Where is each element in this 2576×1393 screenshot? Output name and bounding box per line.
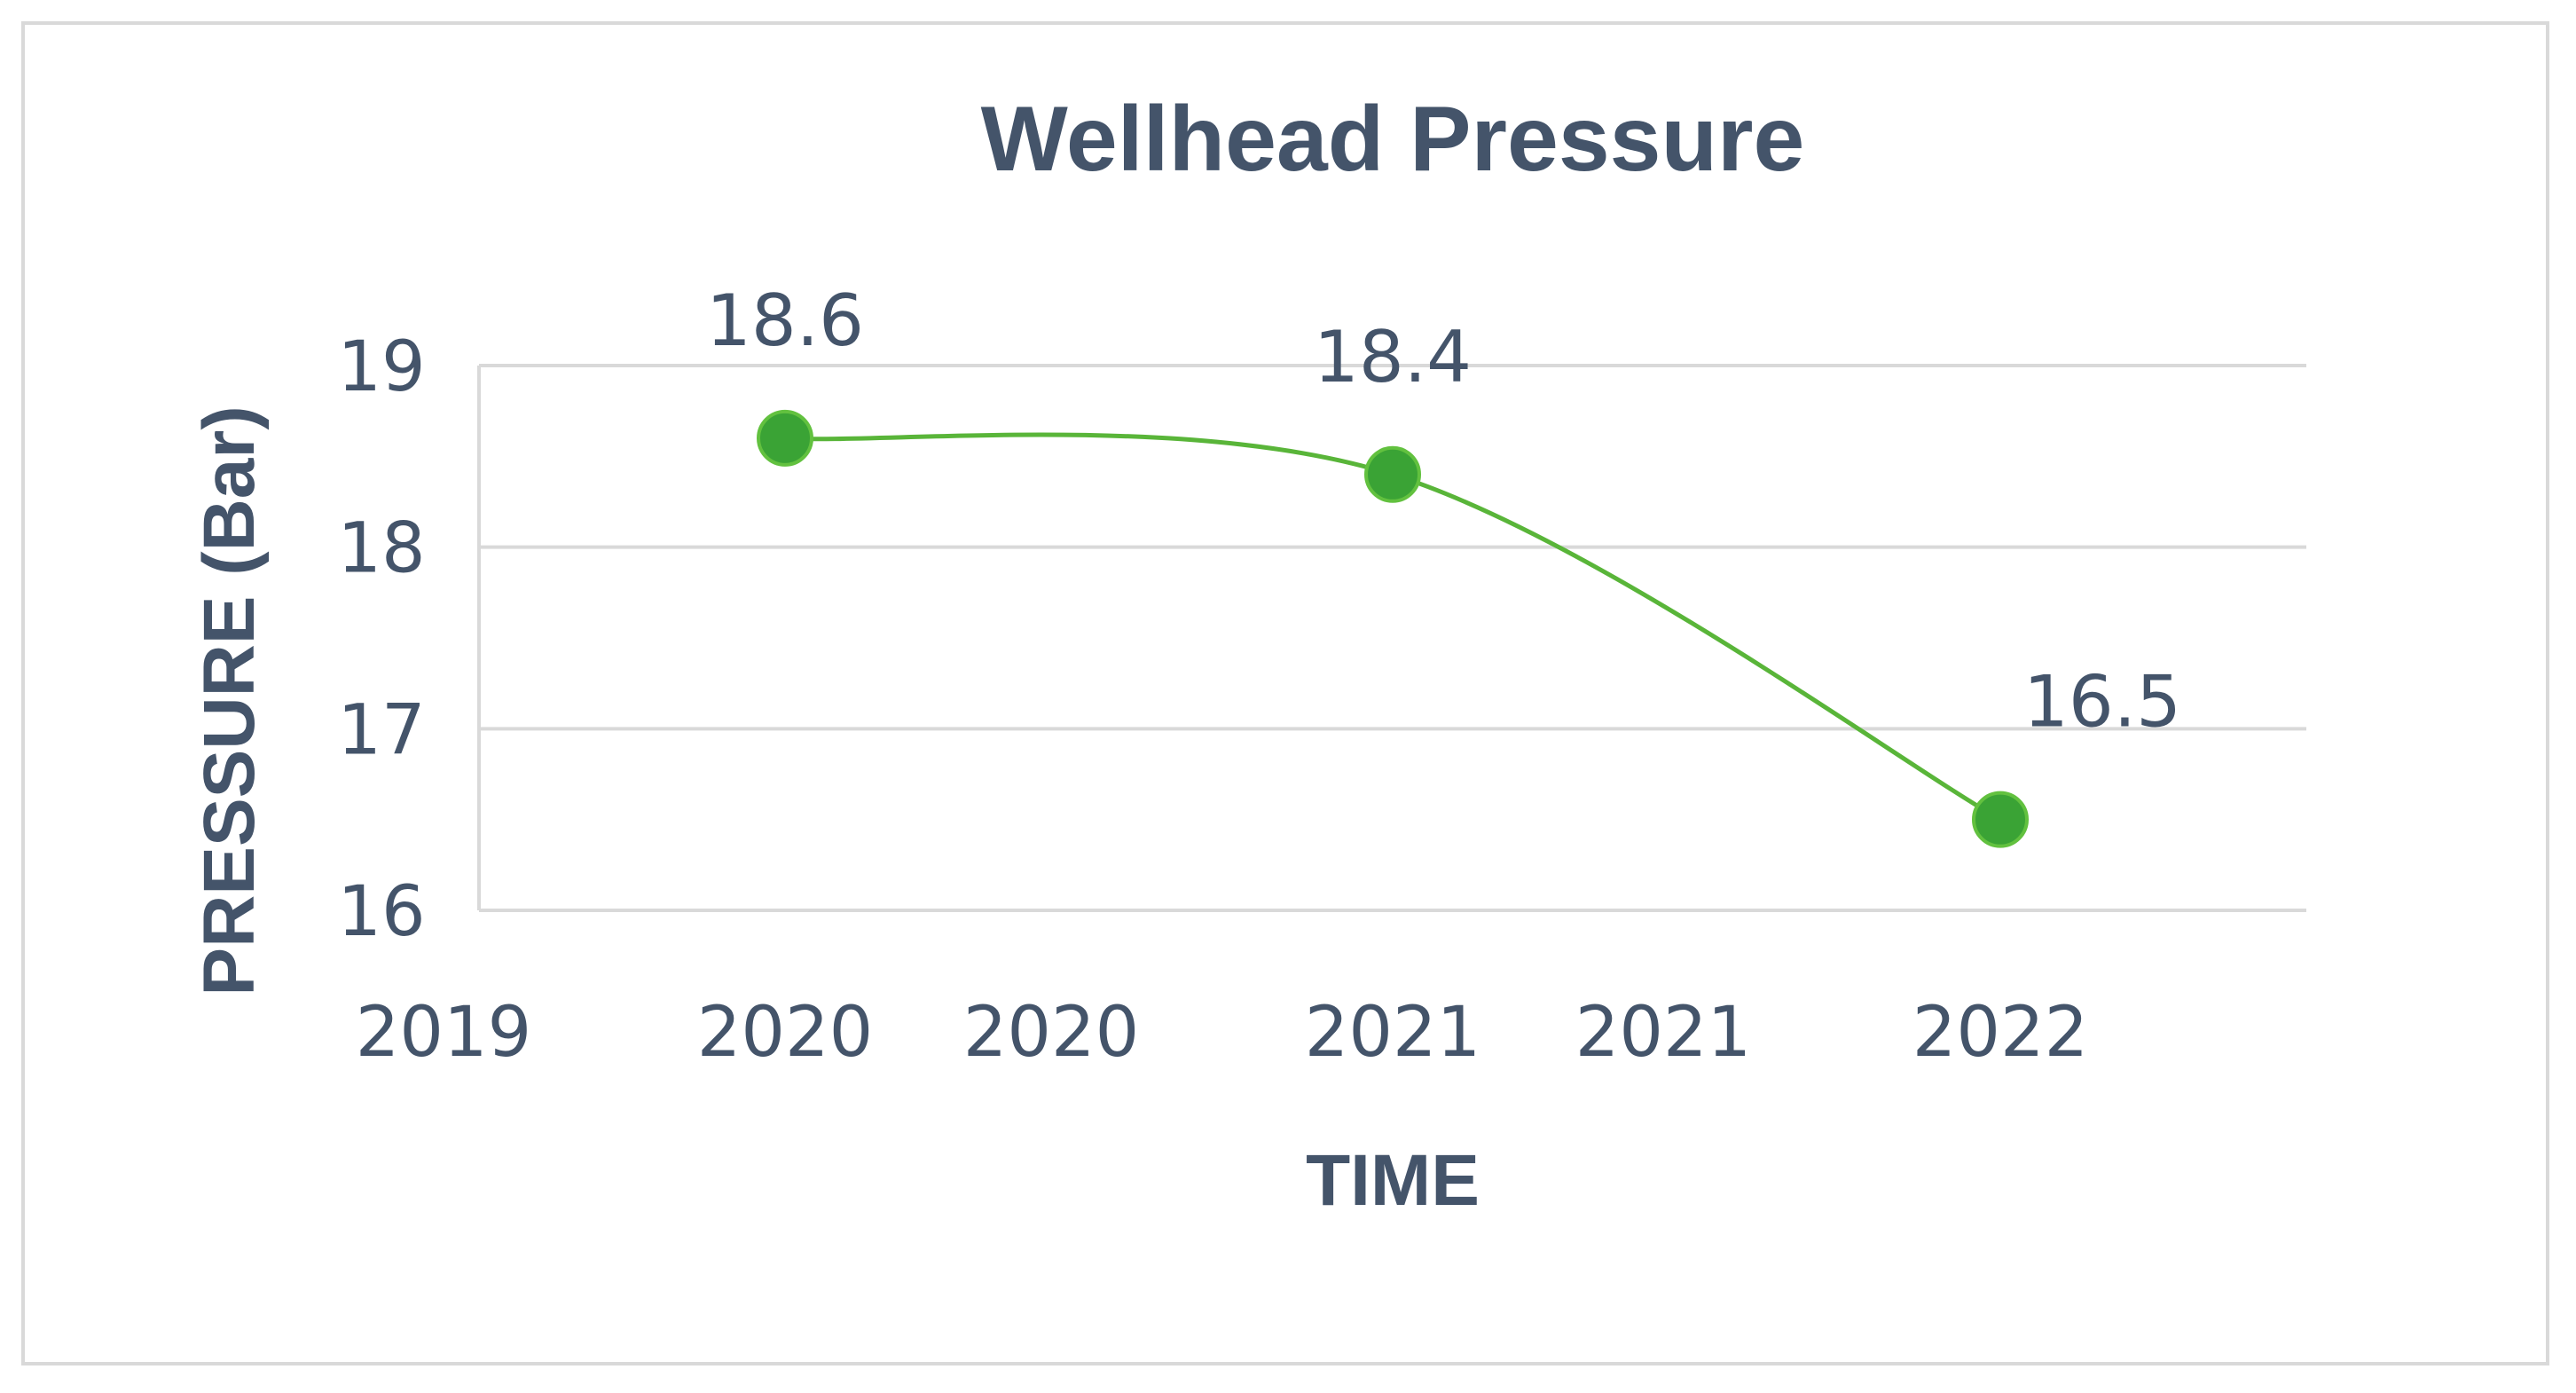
gridlines	[477, 364, 2306, 912]
data-point-2	[1972, 791, 2029, 848]
x-tick-label: 2019	[356, 993, 532, 1073]
x-tick-label: 2020	[963, 993, 1140, 1073]
series-pressure	[757, 409, 2029, 848]
data-labels: 18.6 18.4 16.5	[706, 279, 2181, 744]
x-tick-label: 2021	[1305, 993, 1481, 1073]
y-tick-labels: 16 17 18 19	[337, 327, 425, 952]
y-tick-label: 17	[337, 690, 425, 770]
x-tick-labels: 2019 2020 2020 2021 2021 2022	[356, 993, 2089, 1073]
x-tick-label: 2020	[697, 993, 874, 1073]
y-tick-label: 16	[337, 872, 425, 952]
chart-title: Wellhead Pressure	[981, 88, 1805, 191]
data-label: 16.5	[2023, 661, 2181, 744]
data-point-0	[757, 409, 813, 467]
data-label: 18.4	[1314, 316, 1472, 398]
chart-frame	[21, 21, 2549, 1365]
data-point-1	[1364, 445, 1421, 503]
data-label: 18.6	[706, 279, 864, 362]
x-axis-title: TIME	[1306, 1140, 1480, 1221]
x-tick-label: 2021	[1575, 993, 1752, 1073]
y-tick-label: 19	[337, 327, 425, 407]
x-tick-label: 2022	[1912, 993, 2089, 1073]
y-axis-title: PRESSURE (Bar)	[189, 405, 270, 996]
y-tick-label: 18	[337, 509, 425, 589]
